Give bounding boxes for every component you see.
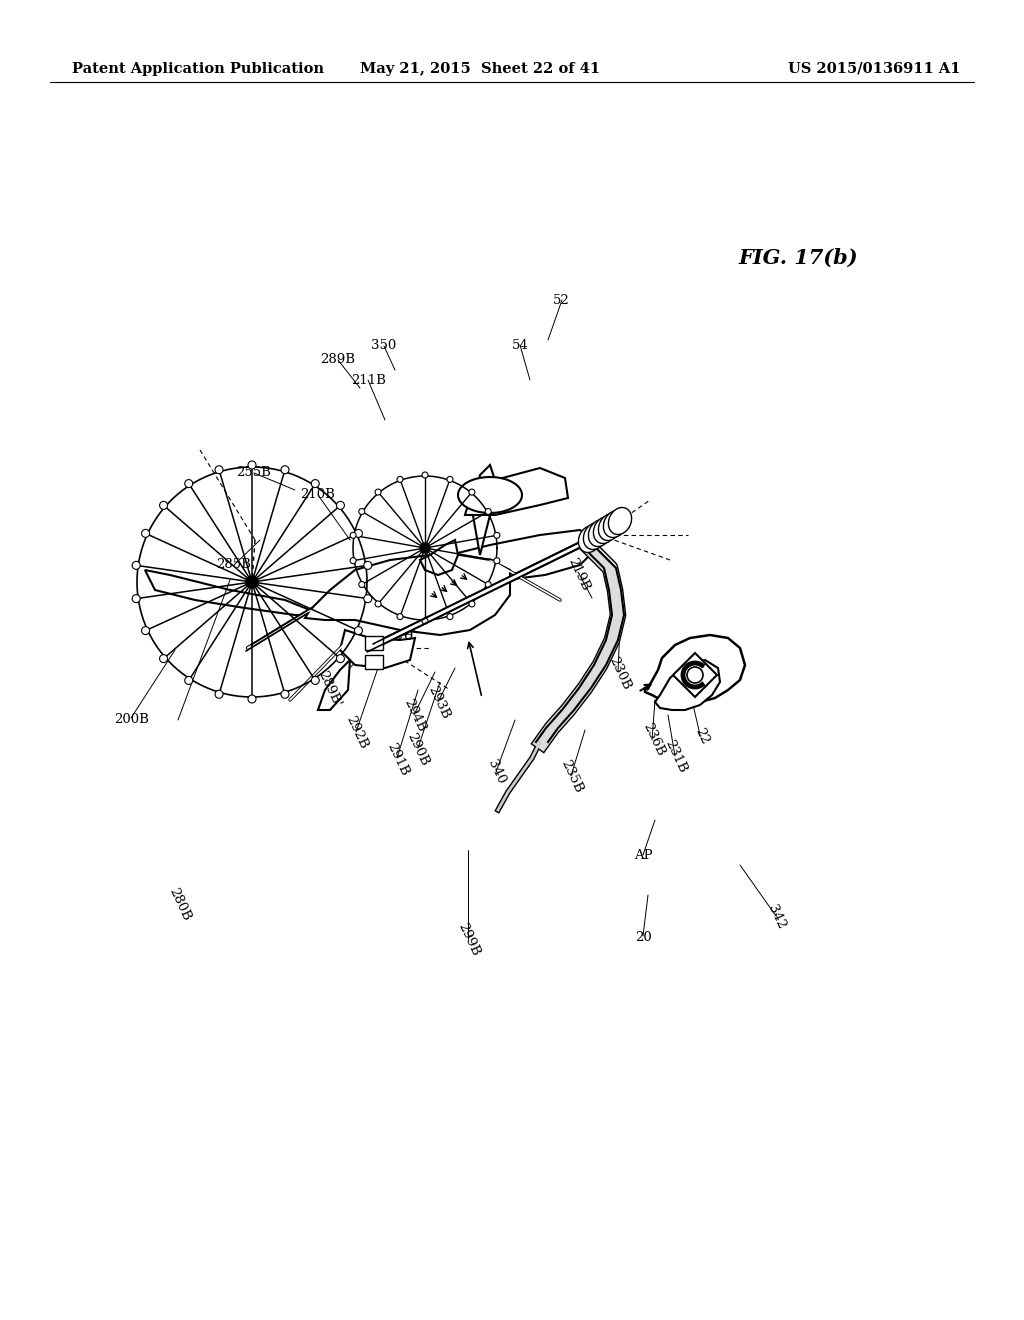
Text: 219B: 219B	[565, 556, 592, 593]
Circle shape	[350, 532, 356, 539]
Circle shape	[469, 601, 475, 607]
Circle shape	[422, 473, 428, 478]
Polygon shape	[465, 469, 568, 515]
Circle shape	[358, 508, 365, 515]
Text: 299B: 299B	[456, 921, 482, 958]
Text: 236B: 236B	[640, 721, 667, 758]
Polygon shape	[450, 531, 600, 579]
Circle shape	[281, 690, 289, 698]
Circle shape	[485, 582, 492, 587]
Text: θ': θ'	[403, 630, 416, 643]
Circle shape	[397, 614, 403, 619]
Circle shape	[132, 594, 140, 603]
Circle shape	[420, 543, 430, 553]
Text: 291B: 291B	[384, 741, 411, 777]
Polygon shape	[420, 540, 458, 576]
Text: 255B: 255B	[237, 466, 271, 479]
Text: FIG. 17(b): FIG. 17(b)	[739, 247, 858, 268]
Ellipse shape	[603, 511, 627, 537]
Text: US 2015/0136911 A1: US 2015/0136911 A1	[787, 62, 961, 77]
Circle shape	[354, 627, 362, 635]
Polygon shape	[655, 660, 720, 710]
Circle shape	[281, 466, 289, 474]
Circle shape	[350, 557, 356, 564]
Text: 350: 350	[372, 339, 396, 352]
Bar	[365, 655, 383, 669]
Text: AP: AP	[634, 849, 652, 862]
Circle shape	[364, 561, 372, 569]
Circle shape	[311, 479, 319, 487]
Circle shape	[375, 601, 381, 607]
Circle shape	[337, 502, 344, 510]
Text: 211B: 211B	[351, 374, 386, 387]
Text: 289B': 289B'	[315, 669, 344, 709]
Circle shape	[375, 490, 381, 495]
Circle shape	[358, 582, 365, 587]
Text: 54: 54	[512, 339, 528, 352]
Ellipse shape	[589, 520, 611, 546]
Text: May 21, 2015  Sheet 22 of 41: May 21, 2015 Sheet 22 of 41	[360, 62, 600, 77]
Text: 294B: 294B	[401, 697, 428, 734]
Circle shape	[248, 461, 256, 469]
Polygon shape	[673, 653, 717, 697]
Circle shape	[248, 696, 256, 704]
Text: 22: 22	[692, 726, 711, 747]
Circle shape	[141, 529, 150, 537]
Circle shape	[246, 576, 258, 587]
Text: 52: 52	[553, 294, 569, 308]
Ellipse shape	[584, 523, 606, 549]
Circle shape	[141, 627, 150, 635]
Bar	[365, 636, 383, 649]
Polygon shape	[145, 570, 325, 615]
Polygon shape	[305, 554, 510, 635]
Ellipse shape	[598, 513, 622, 540]
Text: 230B: 230B	[606, 655, 633, 692]
Text: 342: 342	[765, 903, 787, 932]
Text: 285B: 285B	[216, 558, 251, 572]
Circle shape	[485, 508, 492, 515]
Circle shape	[184, 676, 193, 685]
Text: 231B: 231B	[663, 738, 689, 775]
Circle shape	[160, 502, 168, 510]
Polygon shape	[458, 477, 522, 513]
Ellipse shape	[593, 516, 616, 544]
Circle shape	[446, 477, 453, 482]
Polygon shape	[318, 660, 350, 710]
Ellipse shape	[579, 525, 601, 553]
Circle shape	[687, 667, 703, 682]
Text: 235B: 235B	[558, 758, 585, 795]
Text: 200B: 200B	[114, 713, 148, 726]
Ellipse shape	[608, 507, 632, 535]
Circle shape	[446, 614, 453, 619]
Polygon shape	[340, 630, 415, 668]
Circle shape	[160, 655, 168, 663]
Circle shape	[354, 529, 362, 537]
Text: 293B: 293B	[425, 684, 452, 721]
Circle shape	[215, 690, 223, 698]
Circle shape	[337, 655, 344, 663]
Circle shape	[494, 557, 500, 564]
Text: 292B: 292B	[343, 714, 370, 751]
Text: 280B: 280B	[166, 886, 193, 923]
Text: 20: 20	[635, 931, 651, 944]
Text: 289B: 289B	[321, 352, 355, 366]
Circle shape	[422, 618, 428, 624]
Text: 290B: 290B	[404, 731, 431, 768]
Circle shape	[469, 490, 475, 495]
Polygon shape	[472, 465, 495, 554]
Text: 210B: 210B	[300, 488, 335, 502]
Circle shape	[494, 532, 500, 539]
Circle shape	[311, 676, 319, 685]
Circle shape	[364, 594, 372, 603]
Text: Patent Application Publication: Patent Application Publication	[72, 62, 324, 77]
Circle shape	[397, 477, 403, 482]
Circle shape	[184, 479, 193, 487]
Circle shape	[215, 466, 223, 474]
Circle shape	[132, 561, 140, 569]
Text: 340: 340	[485, 758, 508, 787]
